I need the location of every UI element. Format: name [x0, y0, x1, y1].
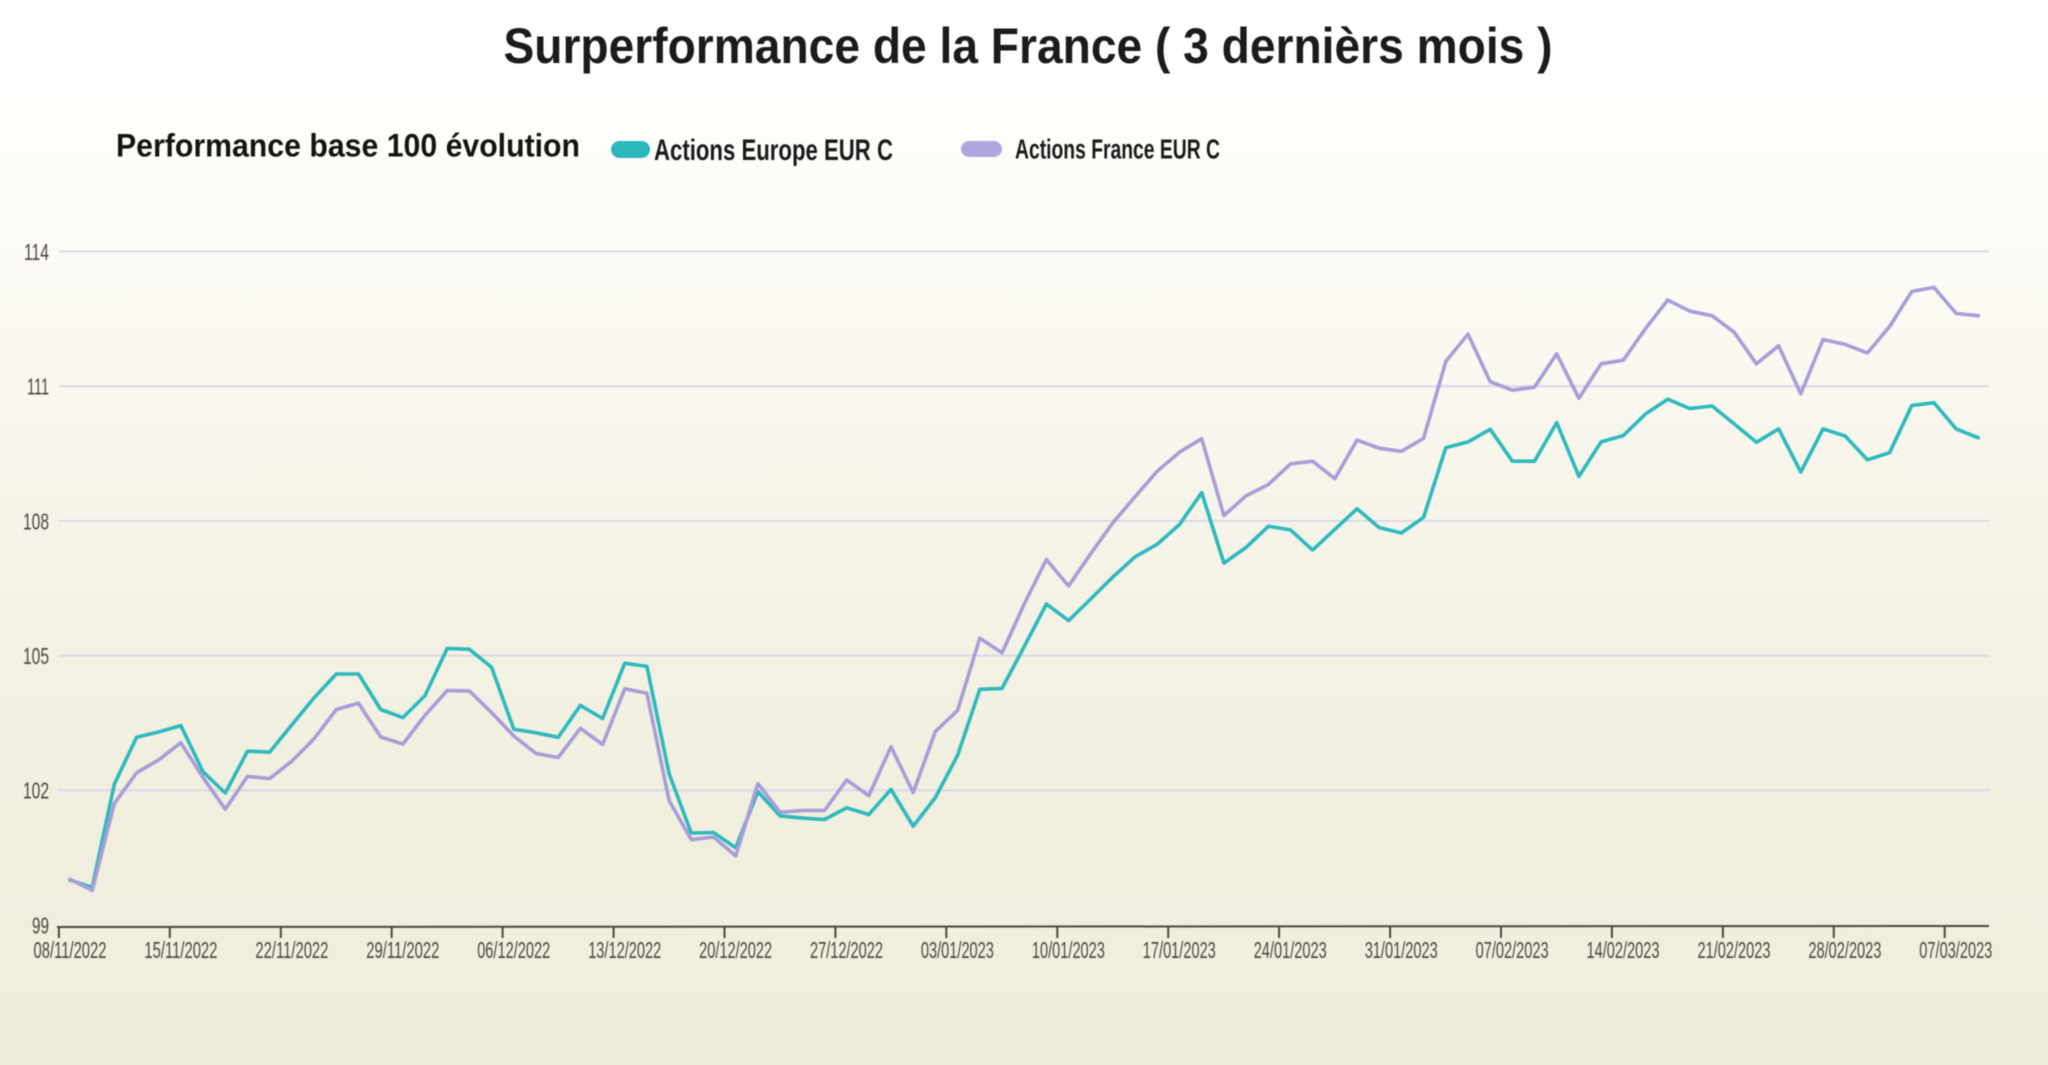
svg-text:Performance base 100 évolution: Performance base 100 évolution [116, 128, 580, 164]
svg-text:20/12/2022: 20/12/2022 [699, 937, 772, 963]
svg-text:10/01/2023: 10/01/2023 [1032, 937, 1105, 963]
svg-text:07/03/2023: 07/03/2023 [1919, 937, 1992, 963]
svg-text:17/01/2023: 17/01/2023 [1143, 937, 1216, 963]
svg-text:27/12/2022: 27/12/2022 [810, 937, 883, 963]
svg-text:24/01/2023: 24/01/2023 [1254, 937, 1327, 963]
svg-text:13/12/2022: 13/12/2022 [588, 937, 661, 963]
svg-text:03/01/2023: 03/01/2023 [921, 937, 994, 963]
svg-text:Surperformance de la France (: Surperformance de la France ( 3 dernièrs… [504, 18, 1553, 74]
svg-text:07/02/2023: 07/02/2023 [1476, 937, 1549, 963]
svg-text:31/01/2023: 31/01/2023 [1365, 937, 1438, 963]
svg-text:14/02/2023: 14/02/2023 [1587, 937, 1660, 963]
svg-text:22/11/2022: 22/11/2022 [255, 937, 328, 963]
svg-text:06/12/2022: 06/12/2022 [477, 937, 550, 963]
svg-text:21/02/2023: 21/02/2023 [1698, 937, 1771, 963]
svg-text:Actions France EUR C: Actions France EUR C [1015, 134, 1220, 165]
svg-text:15/11/2022: 15/11/2022 [144, 937, 217, 963]
svg-text:108: 108 [23, 508, 49, 534]
svg-text:Actions Europe EUR C: Actions Europe EUR C [654, 134, 893, 167]
svg-text:111: 111 [27, 374, 49, 400]
svg-text:29/11/2022: 29/11/2022 [366, 937, 439, 963]
svg-text:114: 114 [24, 239, 49, 265]
svg-text:102: 102 [23, 778, 49, 804]
svg-text:99: 99 [32, 912, 49, 938]
svg-text:28/02/2023: 28/02/2023 [1808, 937, 1881, 963]
svg-text:105: 105 [23, 643, 49, 669]
svg-text:08/11/2022: 08/11/2022 [34, 937, 107, 963]
